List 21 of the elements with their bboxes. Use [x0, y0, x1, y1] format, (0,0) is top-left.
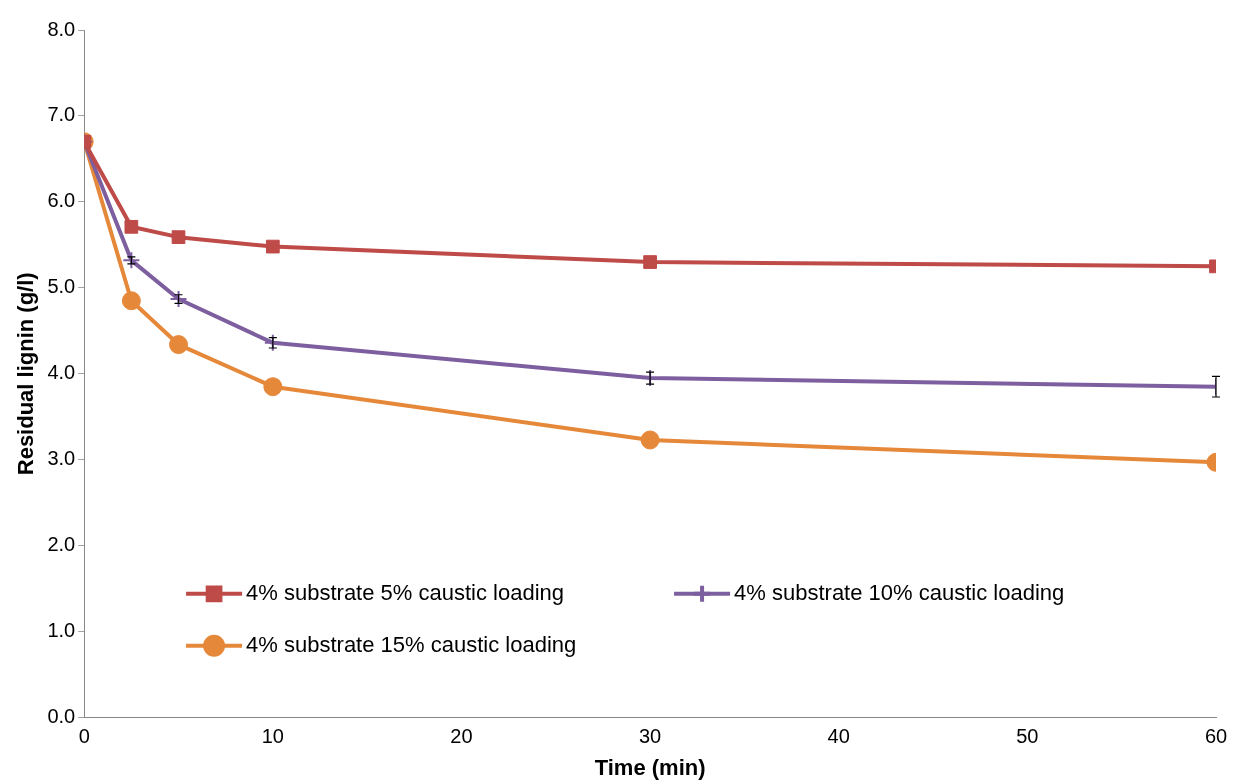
y-tick-label: 4.0 — [47, 361, 76, 384]
y-axis-title: Residual lignin (g/l) — [13, 272, 39, 476]
x-tick-label: 20 — [450, 725, 473, 748]
y-tick-label: 8.0 — [47, 17, 76, 40]
x-tick-label: 10 — [261, 725, 284, 748]
y-tick-label: 7.0 — [47, 103, 76, 126]
y-tick-label: 2.0 — [47, 533, 76, 556]
legend-label: 4% substrate 5% caustic loading — [246, 579, 565, 605]
legend-label: 4% substrate 15% caustic loading — [246, 631, 577, 657]
x-axis-title: Time (min) — [594, 754, 706, 780]
x-tick-label: 50 — [1016, 725, 1039, 748]
y-tick-label: 0.0 — [47, 705, 76, 728]
y-tick-label: 3.0 — [47, 447, 76, 470]
y-tick-label: 6.0 — [47, 189, 76, 212]
y-tick-label: 1.0 — [47, 619, 76, 642]
x-tick-label: 60 — [1204, 725, 1228, 748]
y-tick-label: 5.0 — [47, 275, 76, 298]
legend-label: 4% substrate 10% caustic loading — [734, 579, 1065, 605]
x-tick-label: 40 — [827, 725, 850, 748]
x-tick-label: 0 — [78, 725, 90, 748]
x-tick-label: 30 — [638, 725, 662, 748]
